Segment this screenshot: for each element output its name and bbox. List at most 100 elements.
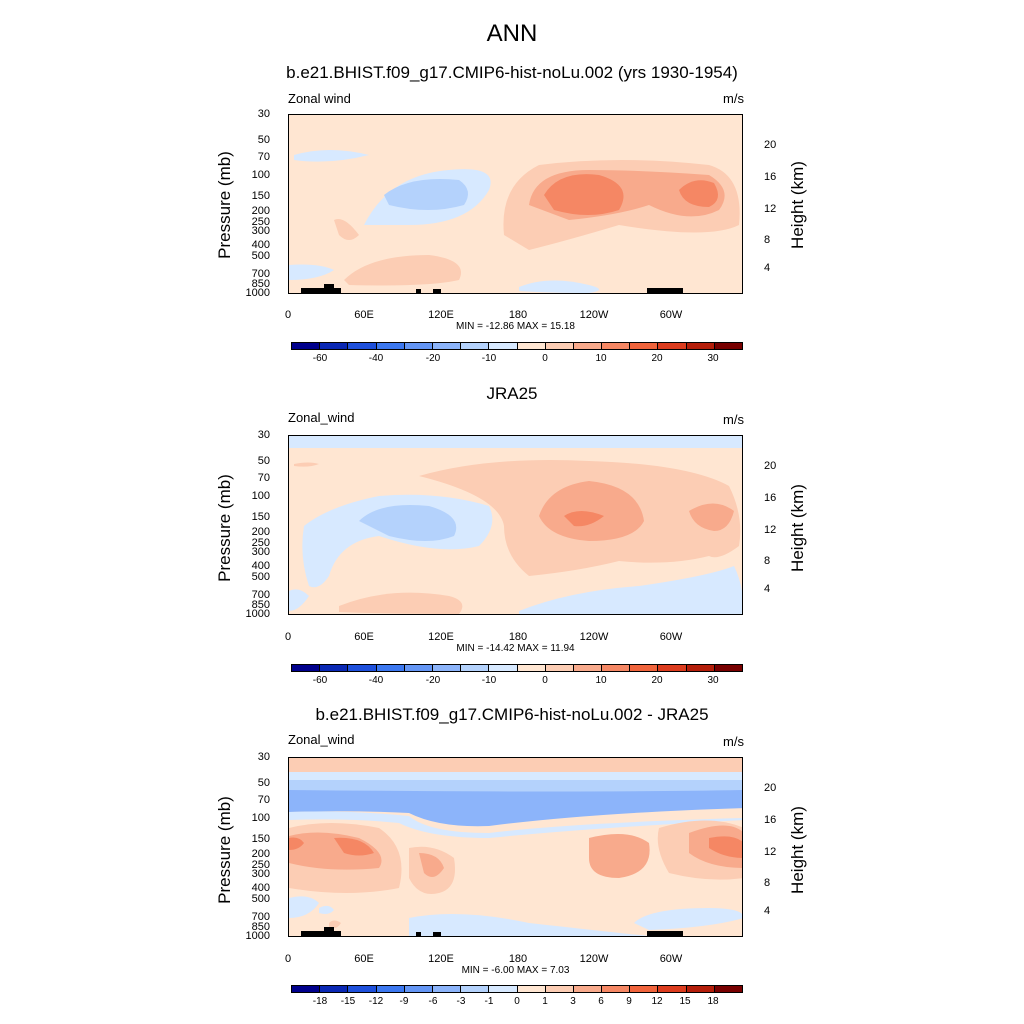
panel-2-colorbar-label: -10: [481, 675, 497, 686]
panel-3-ytick: 700: [251, 911, 270, 923]
panel-2-xtick: 120W: [579, 631, 609, 643]
panel-2-minmax: MIN = -14.42 MAX = 11.94: [456, 643, 575, 654]
panel-3-colorbar-label: -1: [484, 996, 494, 1007]
panel-1-ytick: 500: [251, 250, 270, 262]
panel-1-contour-field: [289, 115, 742, 293]
panel-1-minmax: MIN = -12.86 MAX = 15.18: [456, 321, 575, 332]
panel-2-xtick: 120E: [428, 631, 454, 643]
panel-1-y2tick: 20: [764, 139, 777, 151]
panel-2-y2tick: 16: [764, 492, 777, 504]
panel-3-ytick: 850: [251, 921, 270, 933]
panel-3-ytick: 70: [257, 794, 270, 806]
panel-1-xtick: 60W: [659, 309, 683, 321]
panel-3-plot-area: [288, 757, 743, 937]
panel-1-y2tick: 16: [764, 171, 777, 183]
panel-1-xtick: 60E: [354, 309, 374, 321]
figure-title: ANN: [486, 20, 538, 47]
panel-2-plot-area: [288, 435, 743, 615]
panel-3-colorbar-label: -15: [340, 996, 356, 1007]
panel-2-y2tick: 20: [764, 460, 777, 472]
panel-2-colorbar-label: 0: [542, 675, 548, 686]
panel-2-ytick: 400: [251, 560, 270, 572]
panel-1-xtick: 0: [284, 309, 292, 321]
panel-1-ylabel2: Height (km): [788, 161, 807, 249]
panel-3-y2tick: 4: [764, 905, 771, 917]
panel-1-colorbar-label: 10: [595, 353, 607, 364]
panel-3-units-label: m/s: [723, 734, 744, 749]
panel-2-ytick: 1000: [245, 608, 270, 620]
panel-3-colorbar: [291, 985, 743, 993]
panel-3-colorbar-label: 1: [542, 996, 548, 1007]
panel-3-ytick: 50: [257, 777, 270, 789]
panel-1-colorbar-label: 30: [707, 353, 719, 364]
panel-2-variable-label: Zonal_wind: [288, 410, 355, 425]
panel-2-ytick: 50: [257, 455, 270, 467]
panel-1-ytick: 150: [251, 190, 270, 202]
panel-3-minmax: MIN = -6.00 MAX = 7.03: [461, 965, 570, 976]
panel-3-colorbar-label: 6: [598, 996, 604, 1007]
panel-3-xtick: 120E: [428, 953, 454, 965]
panel-3-xtick: 180: [508, 953, 528, 965]
panel-3-ytick: 250: [251, 859, 270, 871]
panel-1-ytick: 200: [251, 205, 270, 217]
panel-1-ytick: 1000: [245, 287, 270, 299]
panel-2-ytick: 150: [251, 511, 270, 523]
panel-3-y2tick: 16: [764, 814, 777, 826]
panel-2-colorbar-label: 30: [707, 675, 719, 686]
panel-2-colorbar-label: -60: [312, 675, 328, 686]
panel-3-xtick: 0: [284, 953, 292, 965]
panel-3-ytick: 150: [251, 833, 270, 845]
panel-3-colorbar-label: 12: [651, 996, 663, 1007]
panel-1-ytick: 850: [251, 278, 270, 290]
panel-2-ylabel2: Height (km): [788, 484, 807, 572]
panel-2-xtick: 180: [508, 631, 528, 643]
panel-1-colorbar-label: -10: [481, 353, 497, 364]
panel-1-xtick: 180: [508, 309, 528, 321]
panel-3-ylabel2: Height (km): [788, 806, 807, 894]
panel-1-xtick: 120W: [579, 309, 609, 321]
panel-1-colorbar-label: -20: [425, 353, 441, 364]
panel-1-title: b.e21.BHIST.f09_g17.CMIP6-hist-noLu.002 …: [286, 63, 738, 82]
panel-1-colorbar: [291, 342, 743, 350]
panel-2-xtick: 60E: [354, 631, 374, 643]
panel-1-y2tick: 4: [764, 262, 771, 274]
panel-3-y2tick: 12: [764, 846, 777, 858]
panel-3-y2tick: 20: [764, 782, 777, 794]
panel-1-ytick: 700: [251, 268, 270, 280]
panel-1-plot-area: [288, 114, 743, 294]
panel-3-colorbar-label: -9: [399, 996, 409, 1007]
panel-3-ylabel: Pressure (mb): [215, 796, 234, 904]
panel-1-variable-label: Zonal wind: [288, 91, 351, 106]
panel-3-ytick: 1000: [245, 930, 270, 942]
panel-3-contour-field: [289, 758, 742, 936]
panel-2-colorbar-label: 20: [651, 675, 663, 686]
panel-3-colorbar-label: -3: [456, 996, 466, 1007]
panel-3-ytick: 400: [251, 882, 270, 894]
panel-3-colorbar-label: 9: [626, 996, 632, 1007]
panel-3-colorbar-label: 15: [679, 996, 691, 1007]
panel-1-colorbar-label: -60: [312, 353, 328, 364]
panel-2-colorbar-label: 10: [595, 675, 607, 686]
panel-2-y2tick: 4: [764, 583, 771, 595]
panel-3-ytick: 500: [251, 893, 270, 905]
panel-2-y2tick: 8: [764, 555, 771, 567]
panel-2-ytick: 300: [251, 546, 270, 558]
panel-3-title: b.e21.BHIST.f09_g17.CMIP6-hist-noLu.002 …: [315, 705, 709, 724]
panel-3-ytick: 30: [257, 751, 270, 763]
panel-2-colorbar-label: -20: [425, 675, 441, 686]
panel-2-ylabel: Pressure (mb): [215, 474, 234, 582]
panel-2-ytick: 30: [257, 429, 270, 441]
panel-3-colorbar-label: 0: [514, 996, 520, 1007]
panel-1-ytick: 50: [257, 134, 270, 146]
panel-2-units-label: m/s: [723, 412, 744, 427]
panel-1-ytick: 100: [251, 169, 270, 181]
panel-2-xtick: 0: [284, 631, 292, 643]
panel-2-ytick: 100: [251, 490, 270, 502]
panel-2-ytick: 70: [257, 472, 270, 484]
panel-1-colorbar-label: -40: [368, 353, 384, 364]
panel-1-ytick: 250: [251, 216, 270, 228]
panel-2-ytick: 700: [251, 589, 270, 601]
panel-1-colorbar-label: 20: [651, 353, 663, 364]
panel-2-title: JRA25: [486, 384, 538, 403]
panel-1-ytick: 300: [251, 225, 270, 237]
